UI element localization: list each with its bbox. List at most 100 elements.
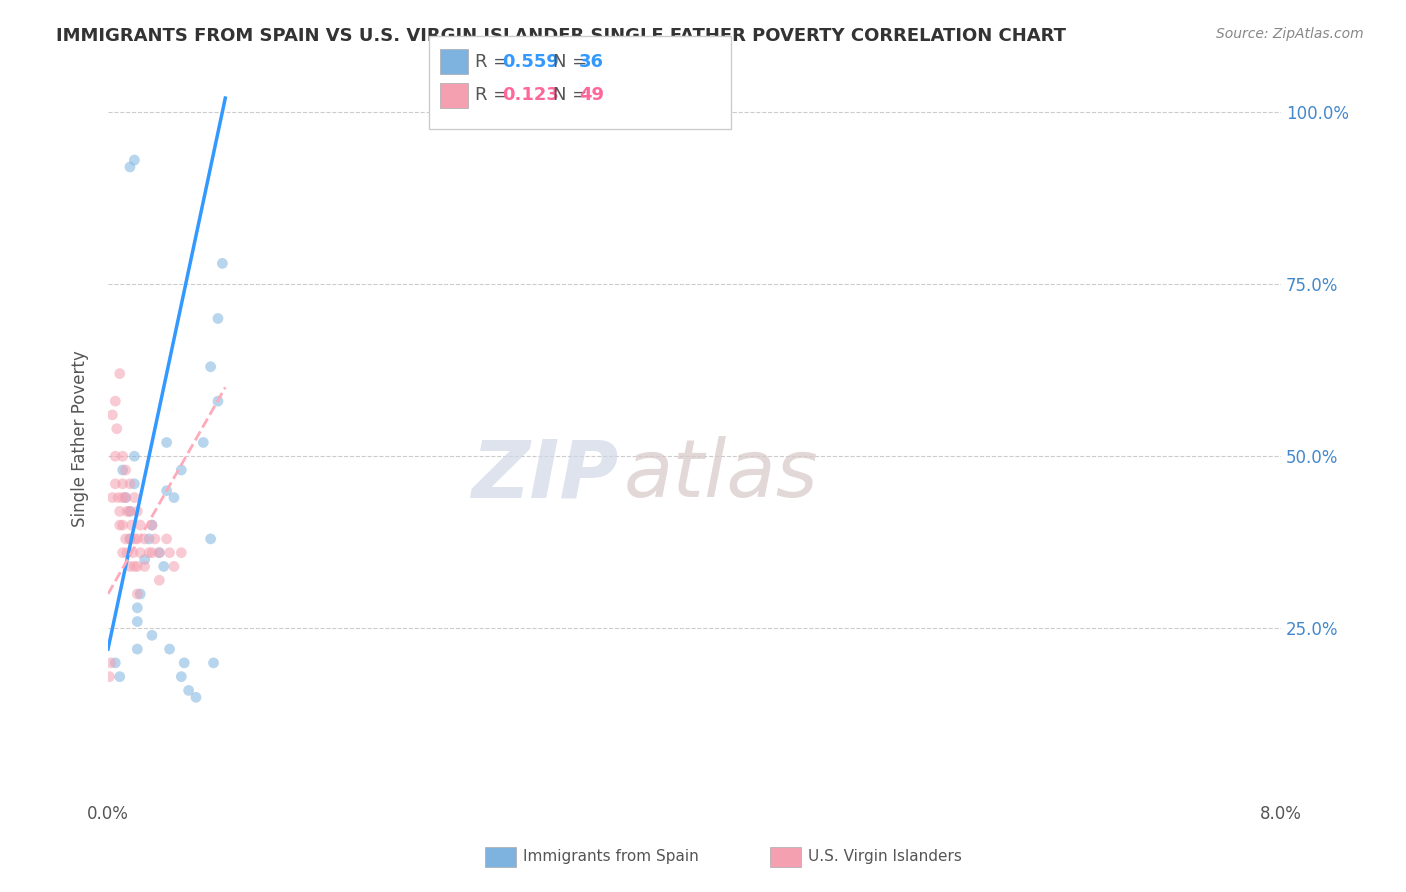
- Text: R =: R =: [475, 53, 515, 70]
- Point: [114, 532, 136, 546]
- Point: [127, 600, 149, 615]
- Point: [138, 546, 160, 560]
- Point: [118, 504, 141, 518]
- Point: [100, 656, 122, 670]
- Point: [108, 367, 131, 381]
- Point: [108, 504, 131, 518]
- Point: [114, 463, 136, 477]
- Point: [108, 670, 131, 684]
- Text: N =: N =: [553, 53, 592, 70]
- Point: [200, 532, 222, 546]
- Point: [111, 546, 134, 560]
- Point: [170, 463, 193, 477]
- Point: [143, 532, 166, 546]
- Point: [111, 491, 134, 505]
- Point: [111, 476, 134, 491]
- Point: [118, 532, 141, 546]
- Point: [141, 628, 163, 642]
- Text: 36: 36: [579, 53, 605, 70]
- Text: Source: ZipAtlas.com: Source: ZipAtlas.com: [1216, 27, 1364, 41]
- Point: [107, 491, 129, 505]
- Point: [120, 518, 142, 533]
- Point: [111, 449, 134, 463]
- Text: atlas: atlas: [624, 436, 818, 514]
- Point: [98, 670, 121, 684]
- Point: [141, 546, 163, 560]
- Point: [104, 394, 127, 409]
- Text: R =: R =: [475, 87, 515, 104]
- Point: [170, 546, 193, 560]
- Point: [118, 160, 141, 174]
- Point: [111, 518, 134, 533]
- Point: [127, 559, 149, 574]
- Point: [148, 546, 170, 560]
- Point: [124, 559, 146, 574]
- Point: [101, 408, 124, 422]
- Point: [148, 546, 170, 560]
- Text: Immigrants from Spain: Immigrants from Spain: [523, 849, 699, 863]
- Point: [134, 552, 156, 566]
- Point: [177, 683, 200, 698]
- Point: [134, 559, 156, 574]
- Point: [127, 532, 149, 546]
- Text: 0.123: 0.123: [502, 87, 558, 104]
- Point: [114, 491, 136, 505]
- Point: [170, 670, 193, 684]
- Point: [152, 559, 174, 574]
- Text: ZIP: ZIP: [471, 436, 619, 514]
- Point: [207, 311, 229, 326]
- Point: [148, 573, 170, 587]
- Point: [127, 504, 149, 518]
- Point: [124, 532, 146, 546]
- Point: [138, 532, 160, 546]
- Point: [207, 394, 229, 409]
- Point: [156, 435, 179, 450]
- Point: [115, 546, 138, 560]
- Point: [134, 532, 156, 546]
- Point: [159, 642, 181, 657]
- Point: [115, 504, 138, 518]
- Point: [122, 546, 145, 560]
- Point: [184, 690, 207, 705]
- Point: [129, 587, 152, 601]
- Point: [211, 256, 233, 270]
- Point: [127, 587, 149, 601]
- Point: [118, 504, 141, 518]
- Point: [105, 422, 128, 436]
- Point: [163, 491, 186, 505]
- Point: [118, 476, 141, 491]
- Point: [111, 463, 134, 477]
- Point: [156, 483, 179, 498]
- Point: [202, 656, 225, 670]
- Point: [124, 491, 146, 505]
- Point: [129, 518, 152, 533]
- Text: IMMIGRANTS FROM SPAIN VS U.S. VIRGIN ISLANDER SINGLE FATHER POVERTY CORRELATION : IMMIGRANTS FROM SPAIN VS U.S. VIRGIN ISL…: [56, 27, 1066, 45]
- Point: [124, 449, 146, 463]
- Point: [159, 546, 181, 560]
- Y-axis label: Single Father Poverty: Single Father Poverty: [72, 351, 89, 527]
- Point: [173, 656, 195, 670]
- Point: [108, 518, 131, 533]
- Point: [104, 449, 127, 463]
- Text: U.S. Virgin Islanders: U.S. Virgin Islanders: [808, 849, 962, 863]
- Point: [129, 546, 152, 560]
- Text: N =: N =: [553, 87, 592, 104]
- Point: [141, 518, 163, 533]
- Point: [114, 491, 136, 505]
- Point: [118, 559, 141, 574]
- Point: [141, 518, 163, 533]
- Point: [163, 559, 186, 574]
- Point: [124, 476, 146, 491]
- Point: [104, 656, 127, 670]
- Text: 0.559: 0.559: [502, 53, 558, 70]
- Point: [127, 615, 149, 629]
- Point: [124, 153, 146, 167]
- Point: [101, 491, 124, 505]
- Point: [118, 532, 141, 546]
- Point: [193, 435, 215, 450]
- Point: [200, 359, 222, 374]
- Text: 49: 49: [579, 87, 605, 104]
- Point: [127, 642, 149, 657]
- Point: [104, 476, 127, 491]
- Point: [156, 532, 179, 546]
